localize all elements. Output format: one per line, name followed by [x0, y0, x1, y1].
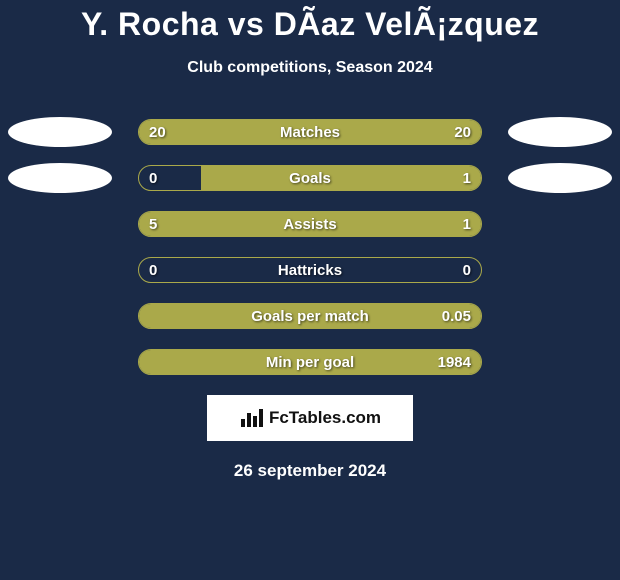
stat-value-left: 5: [149, 212, 157, 237]
team-logo-right: [508, 163, 612, 193]
stat-value-right: 0: [463, 258, 471, 283]
stat-bar: 01Goals: [138, 165, 482, 191]
stat-value-left: 20: [149, 120, 166, 145]
stat-row: 0.05Goals per match: [0, 303, 620, 329]
stat-fill-right: [139, 304, 481, 328]
stat-bar: 0 0Hattricks: [138, 257, 482, 283]
stat-value-left: 0: [149, 166, 157, 191]
stat-label: Hattricks: [139, 258, 481, 283]
logo: FcTables.com: [239, 407, 381, 429]
stat-row: 0 0Hattricks: [0, 257, 620, 283]
team-logo-left: [8, 117, 112, 147]
team-logo-right: [508, 117, 612, 147]
team-logo-left: [8, 163, 112, 193]
date-text: 26 september 2024: [0, 461, 620, 481]
page-title: Y. Rocha vs DÃ­az VelÃ¡zquez: [0, 6, 620, 43]
logo-text: FcTables.com: [269, 408, 381, 428]
stat-row: 01Goals: [0, 165, 620, 191]
stat-bar: 2020Matches: [138, 119, 482, 145]
stat-bar: 0.05Goals per match: [138, 303, 482, 329]
stat-row: 2020Matches: [0, 119, 620, 145]
stat-fill-right: [139, 350, 481, 374]
stat-value-right: 1: [463, 166, 471, 191]
stat-fill-left: [139, 212, 402, 236]
stat-value-right: 0.05: [442, 304, 471, 329]
stat-value-left: 0: [149, 258, 157, 283]
comparison-card: Y. Rocha vs DÃ­az VelÃ¡zquez Club compet…: [0, 0, 620, 580]
stat-value-right: 1984: [438, 350, 471, 375]
bars-icon: [239, 407, 265, 429]
stat-bar: 1984Min per goal: [138, 349, 482, 375]
stat-fill-right: [201, 166, 481, 190]
logo-box: FcTables.com: [207, 395, 413, 441]
stats-rows: 2020Matches01Goals51Assists00Hattricks0.…: [0, 119, 620, 375]
stat-row: 51Assists: [0, 211, 620, 237]
stat-value-right: 20: [454, 120, 471, 145]
stat-row: 1984Min per goal: [0, 349, 620, 375]
stat-value-right: 1: [463, 212, 471, 237]
stat-bar: 51Assists: [138, 211, 482, 237]
page-subtitle: Club competitions, Season 2024: [0, 59, 620, 77]
